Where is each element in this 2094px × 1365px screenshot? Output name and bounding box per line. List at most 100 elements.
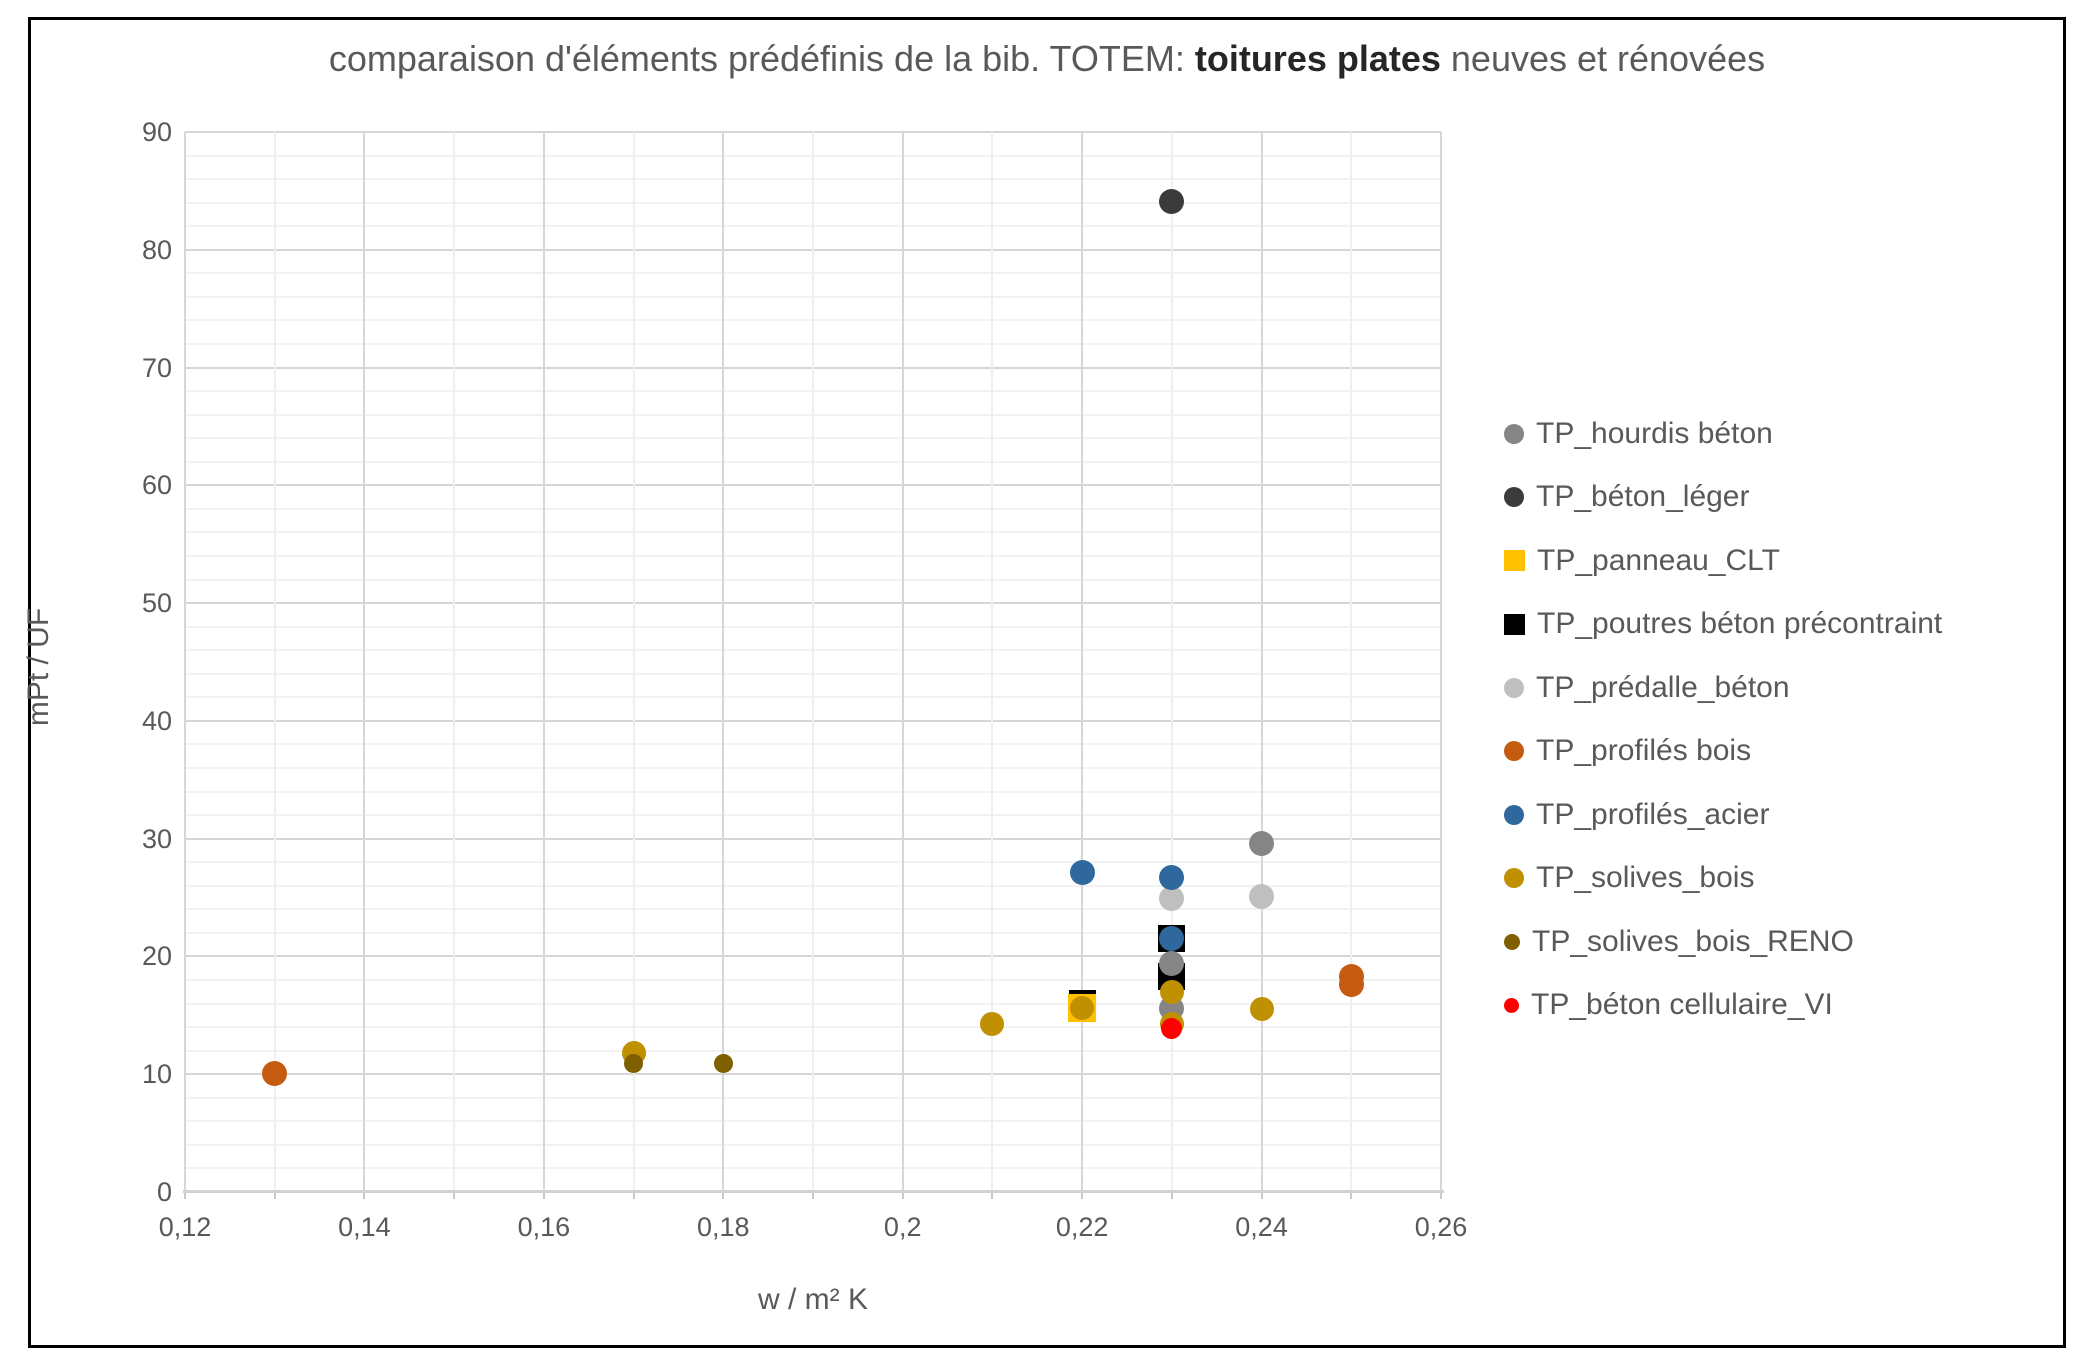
data-point <box>1159 865 1185 891</box>
gridline-minor-vertical <box>453 132 456 1192</box>
gridline-minor-vertical <box>632 132 635 1192</box>
legend-item: TP_béton cellulaire_VI <box>1504 974 2084 1038</box>
y-tick-label: 20 <box>141 941 172 972</box>
gridline-major-vertical <box>542 132 545 1192</box>
plot-area <box>184 131 1442 1193</box>
data-point <box>624 1054 644 1074</box>
legend-label: TP_hourdis béton <box>1536 416 1773 450</box>
gridline-major-vertical <box>901 132 904 1192</box>
data-point <box>713 1054 733 1074</box>
data-point <box>1161 1017 1183 1039</box>
gridline-minor-vertical <box>1170 132 1173 1192</box>
x-axis-tick <box>273 1193 276 1199</box>
legend-label: TP_solives_bois <box>1536 861 1755 895</box>
y-axis-title: mPt / UF <box>22 607 55 727</box>
x-tick-label: 0,12 <box>158 1212 212 1242</box>
data-point <box>1159 926 1185 952</box>
x-tick-label: 0,14 <box>338 1212 391 1242</box>
legend-marker-circle-icon <box>1504 933 1520 950</box>
gridline-major-vertical <box>1081 132 1084 1192</box>
data-point <box>1159 188 1185 214</box>
data-point <box>1249 997 1274 1022</box>
data-point <box>1159 886 1185 912</box>
x-axis-tick <box>184 1193 186 1199</box>
legend-label: TP_béton_léger <box>1536 480 1750 514</box>
chart-frame <box>28 17 2066 1348</box>
legend-label: TP_profilés bois <box>1536 734 1752 768</box>
data-point <box>1338 972 1364 998</box>
legend-marker-circle-icon <box>1504 487 1524 508</box>
chart-title-emphasis: toitures plates <box>1194 38 1441 79</box>
legend-label: TP_solives_bois_RENO <box>1532 924 1854 958</box>
data-point <box>1159 951 1185 976</box>
legend-marker-circle-icon <box>1504 868 1524 889</box>
gridline-major-vertical <box>1440 132 1442 1192</box>
x-tick-label: 0,26 <box>1414 1212 1468 1242</box>
legend-item: TP_panneau_CLT <box>1504 529 2084 593</box>
x-tick-label: 0,2 <box>883 1212 922 1242</box>
y-tick-label: 10 <box>141 1059 172 1090</box>
chart-title-suffix: neuves et rénovées <box>1440 38 1766 79</box>
legend-marker-circle-icon <box>1504 423 1524 444</box>
x-axis-tick <box>1170 1193 1173 1199</box>
gridline-minor-vertical <box>991 132 994 1192</box>
gridline-minor-vertical <box>1350 132 1353 1192</box>
gridline-major-vertical <box>722 132 725 1192</box>
x-axis-tick <box>1440 1193 1442 1199</box>
legend-label: TP_prédalle_béton <box>1536 670 1790 704</box>
legend-item: TP_prédalle_béton <box>1504 656 2084 720</box>
y-tick-label: 30 <box>141 823 172 854</box>
x-axis-tick <box>363 1193 366 1199</box>
legend-label: TP_panneau_CLT <box>1537 543 1780 577</box>
chart-title: comparaison d'éléments prédéfinis de la … <box>0 38 2094 80</box>
legend-marker-square-icon <box>1504 550 1525 572</box>
x-axis-tick <box>453 1193 456 1199</box>
x-tick-label: 0,24 <box>1235 1212 1288 1242</box>
legend-item: TP_solives_bois_RENO <box>1504 910 2084 974</box>
legend-marker-square-icon <box>1504 613 1525 635</box>
gridline-major-vertical <box>363 132 366 1192</box>
x-tick-label: 0,16 <box>517 1212 571 1242</box>
x-axis-tick <box>901 1193 904 1199</box>
legend-label: TP_poutres béton précontraint <box>1537 607 1943 641</box>
legend-item: TP_poutres béton précontraint <box>1504 593 2084 657</box>
data-point <box>1069 860 1095 886</box>
data-point <box>980 1011 1005 1036</box>
legend-item: TP_solives_bois <box>1504 847 2084 911</box>
y-tick-label: 60 <box>141 470 172 501</box>
y-tick-label: 70 <box>141 352 172 383</box>
x-axis-tick <box>1260 1193 1263 1199</box>
x-axis-tick <box>991 1193 994 1199</box>
data-point <box>1070 996 1095 1021</box>
legend-marker-circle-icon <box>1504 677 1524 698</box>
legend-item: TP_profilés bois <box>1504 720 2084 784</box>
legend-item: TP_béton_léger <box>1504 466 2084 530</box>
data-point <box>1159 979 1184 1004</box>
x-axis-tick <box>632 1193 635 1199</box>
legend-item: TP_hourdis béton <box>1504 402 2084 466</box>
x-axis-tick <box>542 1193 545 1199</box>
x-axis-tick <box>722 1193 725 1199</box>
legend-marker-circle-icon <box>1504 997 1519 1013</box>
gridline-major-vertical <box>1260 132 1263 1192</box>
y-tick-label: 0 <box>156 1177 172 1207</box>
x-axis-tick <box>812 1193 814 1199</box>
legend-item: TP_profilés_acier <box>1504 783 2084 847</box>
data-point <box>262 1060 288 1086</box>
legend-marker-circle-icon <box>1504 804 1524 825</box>
legend-label: TP_profilés_acier <box>1536 797 1770 831</box>
y-tick-label: 80 <box>141 234 172 265</box>
x-axis-tick <box>1350 1193 1353 1199</box>
chart-title-prefix: comparaison d'éléments prédéfinis de la … <box>328 38 1195 79</box>
data-point <box>1249 830 1275 856</box>
x-axis-line <box>183 1190 1444 1193</box>
gridline-minor-vertical <box>812 132 814 1192</box>
y-tick-label: 50 <box>141 588 172 619</box>
gridline-minor-vertical <box>273 132 276 1192</box>
x-axis-title: w / m² K <box>758 1283 868 1316</box>
x-tick-label: 0,22 <box>1055 1212 1109 1242</box>
legend-marker-circle-icon <box>1504 741 1524 762</box>
x-axis-tick <box>1081 1193 1084 1199</box>
x-tick-label: 0,18 <box>697 1212 750 1242</box>
